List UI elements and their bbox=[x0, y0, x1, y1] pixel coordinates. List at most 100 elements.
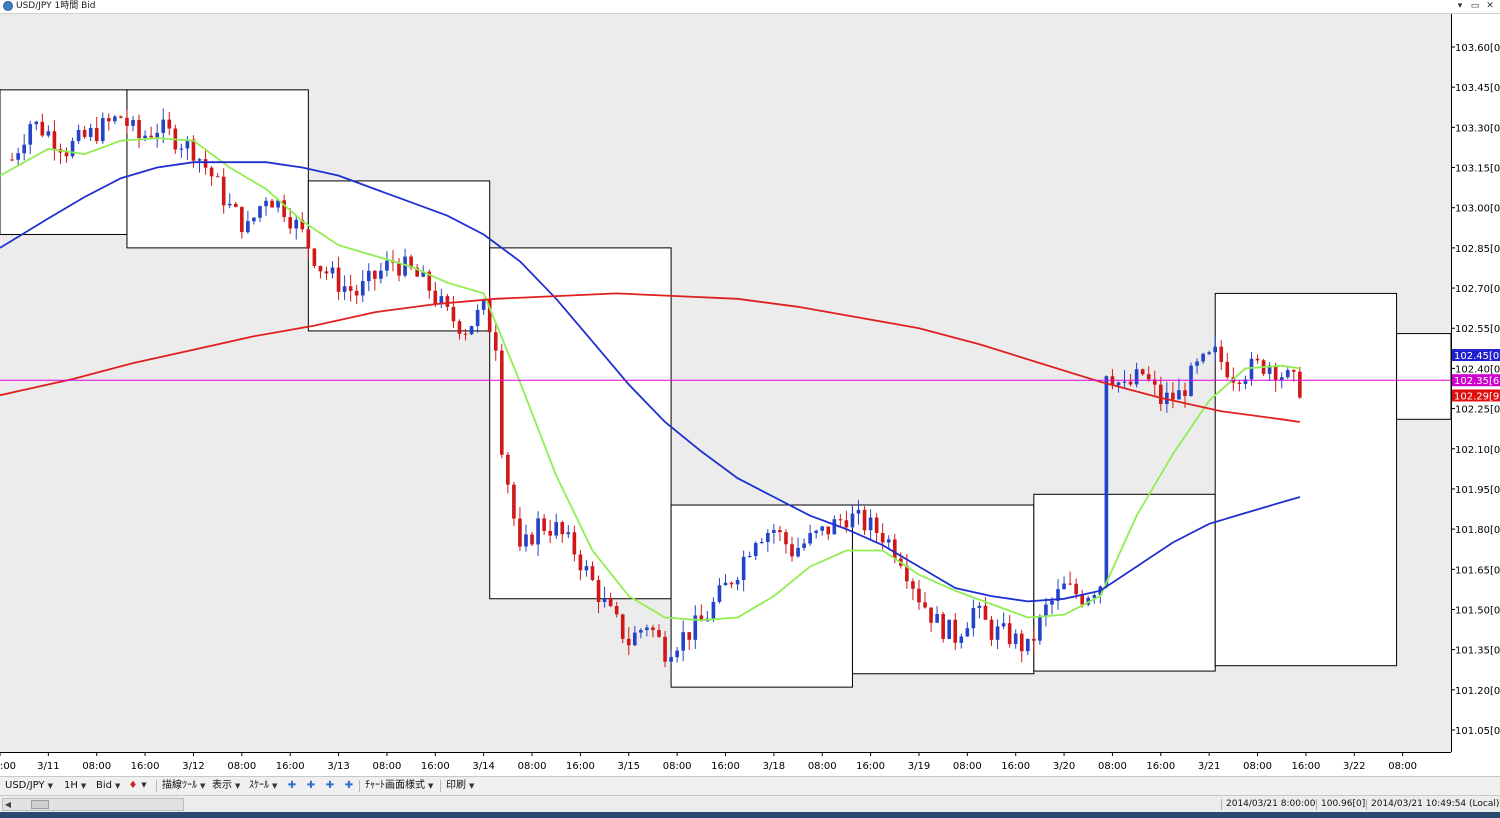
candle-body bbox=[947, 619, 952, 639]
daily-range-box bbox=[1033, 493, 1216, 672]
time-tick-label: 08:00 bbox=[373, 761, 402, 772]
candle-body bbox=[1219, 346, 1224, 362]
scale-menu[interactable]: ｽｹｰﾙ ▼ bbox=[249, 780, 278, 791]
crosshair-icon[interactable]: ✚ bbox=[325, 780, 335, 791]
candle-body bbox=[1092, 595, 1097, 598]
candle-body bbox=[953, 619, 958, 643]
candle-body bbox=[983, 605, 988, 620]
candle-body bbox=[554, 522, 559, 536]
price-marker-tag bbox=[1452, 389, 1500, 402]
candle-body bbox=[348, 286, 353, 291]
candle-body bbox=[46, 131, 51, 136]
minimize-icon[interactable]: ▾ bbox=[1457, 1, 1463, 11]
time-tick-label: 16:00 bbox=[711, 761, 740, 772]
candle-body bbox=[1255, 358, 1260, 361]
candle-body bbox=[790, 544, 794, 557]
candle-body bbox=[457, 321, 462, 334]
candle-body bbox=[778, 530, 782, 533]
time-tick-label: 16:00 bbox=[1001, 761, 1030, 772]
candle-body bbox=[989, 619, 994, 640]
candle-body bbox=[892, 539, 897, 559]
candle-body bbox=[1273, 365, 1278, 381]
candle-body bbox=[433, 290, 438, 304]
price-tick-label: 103.30[0] bbox=[1455, 123, 1500, 134]
chart-style-menu[interactable]: ﾁｬｰﾄ画面様式 ▼ bbox=[365, 780, 434, 791]
moving-average-line bbox=[0, 137, 1301, 622]
candle-body bbox=[590, 566, 595, 581]
print-menu[interactable]: 印刷 ▼ bbox=[446, 780, 475, 791]
candle-body bbox=[233, 203, 238, 207]
candle-body bbox=[645, 627, 649, 631]
title-bar: USD/JPY 1時間 Bid ▾ ▭ ✕ bbox=[0, 0, 1500, 14]
candle-body bbox=[995, 626, 1000, 640]
restore-icon[interactable]: ▭ bbox=[1470, 1, 1480, 11]
chevron-down-icon[interactable]: ▼ bbox=[141, 781, 147, 789]
price-type-select[interactable]: Bid ▼ bbox=[96, 780, 121, 791]
fit-icon[interactable]: ✚ bbox=[344, 780, 354, 791]
zoom-out-icon[interactable]: ✚ bbox=[306, 780, 316, 791]
zoom-in-icon[interactable]: ✚ bbox=[287, 780, 297, 791]
candle-body bbox=[1267, 365, 1272, 374]
candle-body bbox=[451, 306, 456, 322]
candle-body bbox=[82, 129, 87, 137]
price-marker-label: 102.35[6 bbox=[1454, 376, 1499, 387]
candle-body bbox=[1134, 369, 1139, 385]
price-tick-label: 101.35[0] bbox=[1455, 646, 1500, 657]
time-tick-label: 3/12 bbox=[182, 761, 204, 772]
candle-body bbox=[602, 597, 607, 603]
candle-body bbox=[1158, 384, 1163, 405]
candle-body bbox=[1140, 369, 1145, 375]
candle-body bbox=[439, 296, 444, 304]
draw-tools-menu[interactable]: 描線ﾂｰﾙ ▼ bbox=[162, 780, 206, 791]
candle-body bbox=[626, 638, 631, 646]
time-tick-label: 08:00 bbox=[953, 761, 982, 772]
candle-body bbox=[403, 256, 407, 276]
candle-body bbox=[276, 200, 280, 208]
candle-body bbox=[1285, 370, 1290, 378]
candle-body bbox=[923, 602, 927, 608]
candle-body bbox=[844, 520, 849, 528]
status-bar: ◀ 2014/03/21 8:00:00 100.96[0] 2014/03/2… bbox=[0, 795, 1500, 812]
price-chart[interactable]: 103.60[0] 103.45[0] 103.30[0] 103.15[0] 103.… bbox=[0, 14, 1500, 776]
price-tick-label: 103.60[0] bbox=[1455, 43, 1500, 54]
candle-body bbox=[1062, 583, 1066, 590]
candle-body bbox=[119, 116, 123, 118]
candle-body bbox=[288, 217, 293, 229]
candle-body bbox=[802, 543, 806, 548]
candle-body bbox=[663, 636, 667, 662]
candle-body bbox=[512, 484, 516, 519]
timeframe-select[interactable]: 1H ▼ bbox=[64, 780, 87, 791]
candle-body bbox=[366, 270, 371, 282]
candle-body bbox=[596, 580, 601, 603]
app-icon bbox=[3, 1, 13, 11]
candle-body bbox=[560, 522, 565, 535]
candle-body bbox=[681, 632, 685, 651]
candle-body bbox=[137, 119, 141, 139]
scroll-left-arrow-icon[interactable]: ◀ bbox=[4, 800, 12, 809]
candle-body bbox=[324, 271, 329, 274]
candle-body bbox=[487, 299, 492, 333]
candle-body bbox=[929, 607, 933, 623]
pin-icon[interactable]: ♦ bbox=[128, 780, 138, 791]
candle-body bbox=[161, 119, 166, 133]
candle-body bbox=[820, 526, 825, 531]
price-marker-label: 102.29[9 bbox=[1454, 391, 1499, 402]
candle-body bbox=[1183, 390, 1187, 397]
symbol-select[interactable]: USD/JPY ▼ bbox=[5, 780, 53, 791]
close-icon[interactable]: ✕ bbox=[1486, 1, 1494, 11]
candle-body bbox=[1207, 352, 1211, 354]
os-taskbar bbox=[0, 812, 1500, 818]
candle-body bbox=[905, 565, 909, 582]
candle-body bbox=[693, 615, 698, 640]
view-menu[interactable]: 表示 ▼ bbox=[212, 780, 241, 791]
scroll-thumb[interactable] bbox=[31, 800, 49, 809]
chart-area[interactable]: 103.60[0] 103.45[0] 103.30[0] 103.15[0] 103.… bbox=[0, 14, 1500, 776]
candle-body bbox=[499, 350, 504, 455]
candle-body bbox=[572, 532, 577, 555]
candle-body bbox=[397, 262, 401, 276]
candle-body bbox=[70, 141, 75, 157]
candle-body bbox=[1001, 623, 1006, 627]
horizontal-scrollbar[interactable]: ◀ bbox=[2, 798, 184, 811]
candle-body bbox=[1146, 374, 1151, 380]
price-marker-tag bbox=[1452, 349, 1500, 362]
